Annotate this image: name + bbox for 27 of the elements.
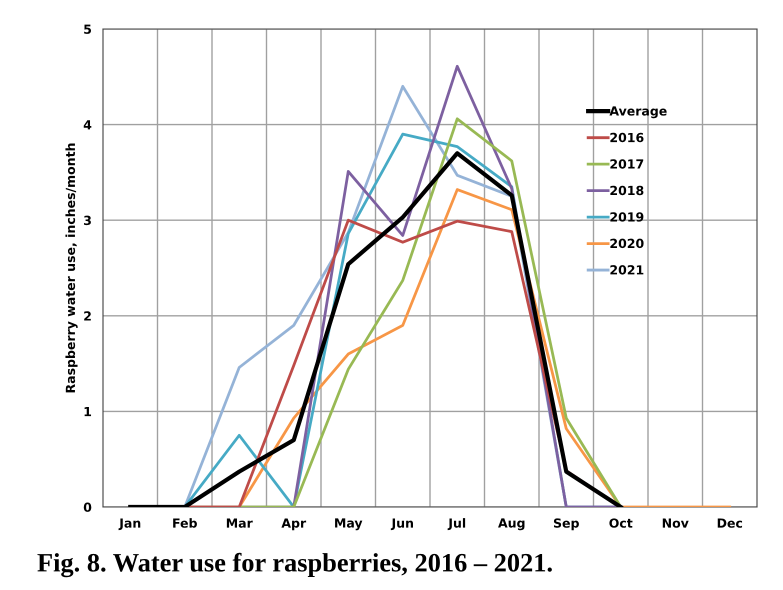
legend-label: 2016 [610, 132, 644, 142]
x-tick-label: May [335, 518, 362, 530]
x-tick-label: Feb [173, 518, 197, 528]
y-tick-label: 4 [84, 120, 92, 130]
x-tick-label: Sep [554, 518, 579, 530]
x-tick-label: Jan [118, 518, 140, 530]
legend-label: 2019 [610, 212, 644, 222]
legend-label: 2017 [610, 159, 644, 169]
legend-label: 2018 [610, 186, 644, 196]
y-tick-label: 5 [84, 24, 92, 34]
x-tick-label: Mar [226, 518, 253, 528]
x-tick-label: Dec [718, 518, 742, 528]
legend-label: 2021 [610, 265, 644, 275]
legend-label: 2020 [610, 238, 644, 248]
x-tick-label: Aug [498, 518, 524, 530]
y-axis-title: Raspberry water use, inches/month [65, 144, 78, 392]
y-tick-label: 3 [84, 216, 91, 226]
x-tick-label: Jul [448, 518, 466, 530]
y-tick-label: 2 [84, 311, 91, 321]
text: Fig. 8. Water use for raspberries, 2016 – 2021. [37, 552, 552, 578]
x-tick-label: Oct [609, 518, 632, 528]
y-tick-label: 0 [84, 502, 92, 512]
x-tick-label: Nov [662, 518, 689, 528]
x-tick-label: Apr [281, 518, 306, 530]
y-tick-label: 1 [84, 407, 92, 416]
x-tick-label: Jun [390, 518, 413, 530]
legend-label: Average [609, 106, 667, 118]
